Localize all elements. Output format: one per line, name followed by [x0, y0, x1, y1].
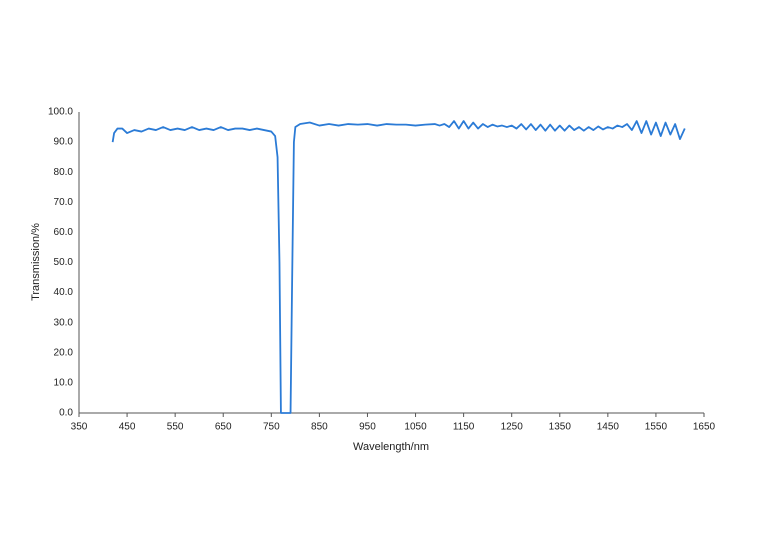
- y-tick-label: 40.0: [54, 287, 74, 298]
- x-tick-label: 1550: [645, 422, 668, 433]
- y-tick-label: 30.0: [54, 317, 74, 328]
- y-tick-label: 70.0: [54, 197, 74, 208]
- x-tick-label: 850: [311, 422, 328, 433]
- x-tick-label: 750: [263, 422, 280, 433]
- y-tick-label: 10.0: [54, 378, 74, 389]
- y-tick-label: 100.0: [48, 107, 73, 118]
- x-tick-label: 1250: [501, 422, 524, 433]
- x-tick-label: 650: [215, 422, 232, 433]
- x-tick-label: 550: [167, 422, 184, 433]
- y-tick-label: 0.0: [59, 408, 73, 419]
- y-axis-title: Transmission/%: [30, 223, 42, 301]
- series-line: [111, 120, 686, 414]
- y-tick-label: 90.0: [54, 137, 74, 148]
- y-tick-label: 20.0: [54, 347, 74, 358]
- x-tick-label: 350: [71, 422, 88, 433]
- x-tick-label: 1650: [693, 422, 716, 433]
- x-tick-label: 450: [119, 422, 136, 433]
- y-tick-label: 50.0: [54, 257, 74, 268]
- x-tick-label: 1350: [549, 422, 572, 433]
- y-tick-label: 60.0: [54, 227, 74, 238]
- x-tick-label: 1150: [453, 422, 475, 433]
- x-tick-label: 950: [359, 422, 376, 433]
- x-axis-title: Wavelength/nm: [353, 441, 429, 453]
- y-tick-label: 80.0: [54, 167, 74, 178]
- x-tick-label: 1450: [597, 422, 620, 433]
- x-tick-label: 1050: [404, 422, 427, 433]
